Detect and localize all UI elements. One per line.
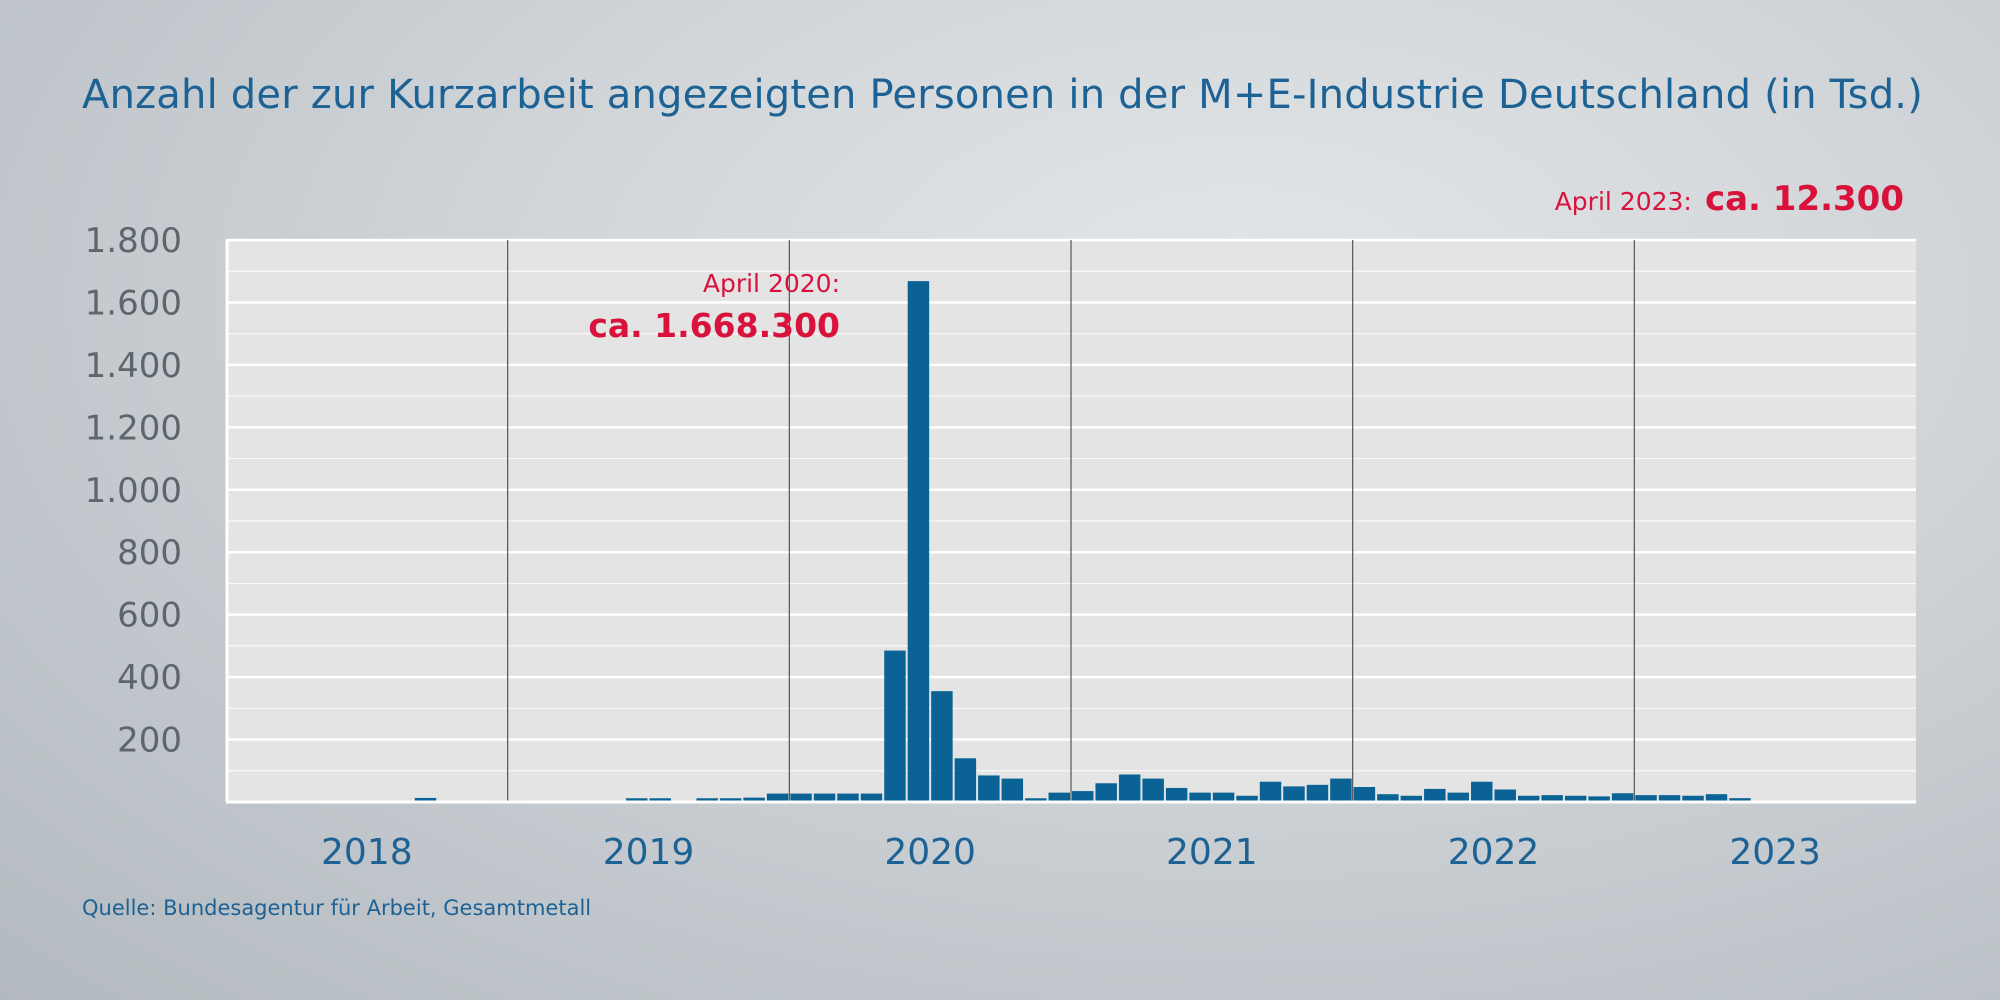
- bar-2022-01: [1353, 787, 1376, 802]
- x-tick-2019: 2019: [603, 832, 695, 873]
- bar-2022-03: [1400, 795, 1423, 802]
- bar-2021-03: [1118, 774, 1141, 802]
- x-tick-labels: 2018 2019 2020 2021 2022 2023: [321, 832, 1821, 873]
- bar-2019-07: [649, 798, 671, 802]
- bar-2019-11: [743, 797, 765, 802]
- bar-2020-08: [954, 758, 977, 802]
- y-tick-1400: 1.400: [85, 346, 182, 386]
- y-tick-labels: 200 400 600 800 1.000 1.200 1.400 1.600 1.800: [85, 221, 182, 761]
- y-tick-800: 800: [117, 533, 182, 573]
- bar-2020-03: [837, 793, 859, 802]
- bar-2021-07: [1212, 792, 1235, 802]
- bar-2023-04: [1705, 794, 1728, 802]
- annotation-april-2023-label: April 2023:: [1555, 187, 1692, 216]
- bar-2021-09: [1259, 781, 1282, 802]
- x-tick-2021: 2021: [1166, 832, 1258, 873]
- y-tick-1800: 1.800: [85, 221, 182, 261]
- y-tick-400: 400: [117, 658, 182, 698]
- x-tick-2023: 2023: [1729, 832, 1821, 873]
- bar-2021-04: [1142, 778, 1164, 802]
- bar-2023-05: [1729, 798, 1751, 802]
- x-tick-2022: 2022: [1448, 832, 1540, 873]
- x-tick-2018: 2018: [321, 832, 413, 873]
- chart-title: Anzahl der zur Kurzarbeit angezeigten Pe…: [82, 72, 1924, 118]
- bar-2021-06: [1189, 792, 1211, 802]
- x-tick-2020: 2020: [884, 832, 976, 873]
- bar-2023-02: [1658, 795, 1681, 802]
- bar-2019-10: [719, 798, 742, 802]
- y-tick-1200: 1.200: [85, 408, 182, 448]
- bar-2021-10: [1283, 786, 1305, 802]
- bar-2019-09: [696, 798, 718, 802]
- bar-2020-10: [1001, 778, 1024, 802]
- bar-2020-11: [1025, 798, 1047, 802]
- bar-2021-11: [1306, 784, 1329, 802]
- bar-2021-12: [1330, 778, 1352, 802]
- bar-2021-02: [1095, 783, 1117, 802]
- bar-2020-12: [1048, 792, 1070, 802]
- bar-2022-04: [1424, 788, 1446, 802]
- bar-2020-02: [813, 793, 836, 802]
- bar-2022-06: [1471, 781, 1493, 802]
- bar-2019-06: [626, 798, 648, 802]
- y-tick-600: 600: [117, 596, 182, 636]
- bar-2020-04: [860, 793, 883, 802]
- bar-2022-05: [1447, 792, 1470, 802]
- bar-2021-08: [1236, 795, 1258, 802]
- annotation-april-2023-value: ca. 12.300: [1705, 179, 1904, 219]
- bar-2023-01: [1635, 795, 1657, 802]
- bar-2021-01: [1072, 791, 1094, 802]
- y-tick-200: 200: [117, 721, 182, 761]
- bar-2020-09: [978, 775, 1000, 802]
- annotation-april-2020-label: April 2020:: [703, 269, 840, 298]
- annotation-april-2023: April 2023: ca. 12.300: [1555, 179, 1904, 219]
- bar-2018-09: [414, 797, 437, 802]
- annotation-april-2020-value: ca. 1.668.300: [588, 306, 840, 345]
- source-note: Quelle: Bundesagentur für Arbeit, Gesamt…: [82, 896, 592, 920]
- bar-2020-07: [931, 691, 953, 802]
- bar-2022-12: [1611, 793, 1634, 802]
- y-tick-1600: 1.600: [85, 283, 182, 323]
- bar-2022-10: [1564, 795, 1587, 802]
- bar-2020-05: [884, 650, 906, 802]
- bar-2022-08: [1517, 795, 1540, 802]
- bar-2020-06: [907, 281, 930, 802]
- bar-2022-02: [1377, 794, 1399, 802]
- bar-2023-03: [1682, 795, 1704, 802]
- bar-2022-07: [1494, 789, 1516, 802]
- bar-2022-11: [1588, 796, 1610, 802]
- bar-2020-01: [790, 793, 812, 802]
- bar-2021-05: [1165, 787, 1188, 802]
- y-tick-1000: 1.000: [85, 471, 182, 511]
- bar-series: [414, 281, 1751, 802]
- bar-2022-09: [1541, 795, 1563, 802]
- year-dividers: [507, 240, 1635, 802]
- bar-2019-12: [766, 793, 789, 802]
